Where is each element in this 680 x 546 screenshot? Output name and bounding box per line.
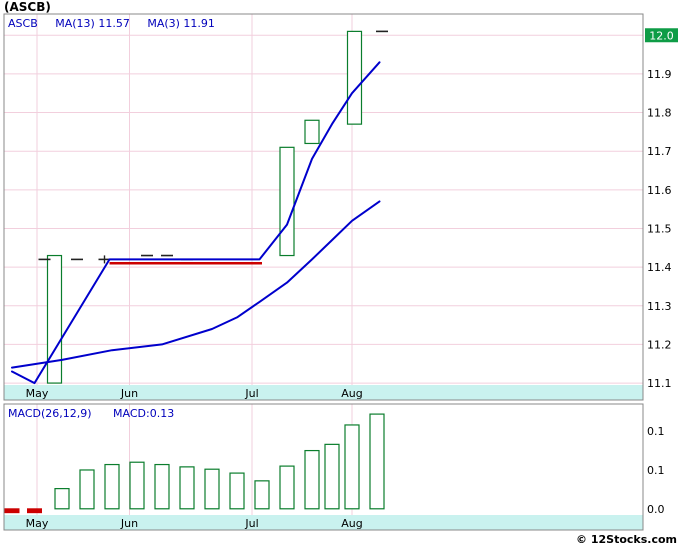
y-tick-label: 11.3: [647, 300, 672, 313]
y-tick-label: 11.6: [647, 184, 672, 197]
month-label: Jul: [244, 517, 258, 530]
y-tick-label: 0.0: [647, 503, 665, 516]
month-label: May: [26, 517, 49, 530]
legend-ma13: MA(13) 11.57: [55, 17, 130, 30]
month-label: Jun: [120, 517, 138, 530]
macd-bar: [229, 472, 245, 510]
y-tick-label: 0.1: [647, 425, 665, 438]
macd-value: MACD:0.13: [113, 407, 175, 420]
macd-bar: [129, 461, 145, 510]
macd-bar: [104, 463, 120, 510]
month-label: May: [26, 387, 49, 400]
macd-bar: [279, 465, 295, 510]
y-tick-label: 11.1: [647, 377, 672, 390]
month-label: Aug: [341, 517, 362, 530]
y-tick-label: 11.9: [647, 68, 672, 81]
month-label: Jun: [120, 387, 138, 400]
macd-bar: [304, 449, 320, 510]
macd-legend: MACD(26,12,9) MACD:0.13: [8, 407, 192, 420]
candle: [46, 254, 63, 384]
y-tick-label: 0.1: [647, 464, 665, 477]
x-axis-band: [4, 515, 643, 530]
price-legend: ASCB MA(13) 11.57 MA(3) 11.91: [8, 17, 229, 30]
candle: [304, 119, 320, 145]
y-tick-label: 11.5: [647, 222, 672, 235]
macd-bar-negative: [4, 508, 20, 514]
y-tick-label: 11.4: [647, 261, 672, 274]
macd-bar: [54, 488, 70, 510]
symbol-title: (ASCB): [4, 0, 51, 14]
macd-bar-negative: [27, 508, 42, 514]
y-tick-label: 11.7: [647, 145, 672, 158]
macd-bar: [324, 443, 340, 510]
x-axis-band: [4, 385, 643, 400]
macd-bar: [204, 468, 220, 510]
credit-text: © 12Stocks.com: [576, 533, 677, 546]
macd-bar: [79, 469, 95, 510]
y-tick-label: 11.8: [647, 107, 672, 120]
macd-bar: [369, 413, 385, 510]
last-price-marker: [645, 28, 678, 43]
y-tick-label: 11.2: [647, 338, 672, 351]
ma-line: [11, 200, 381, 369]
macd-bar: [254, 480, 270, 510]
macd-bar: [179, 466, 195, 510]
month-label: Jul: [244, 387, 258, 400]
candle: [279, 146, 295, 257]
candle: [346, 30, 363, 125]
macd-bar: [154, 463, 170, 510]
macd-panel-border: [3, 403, 644, 531]
ma-line: [11, 61, 381, 385]
month-label: Aug: [341, 387, 362, 400]
legend-symbol: ASCB: [8, 17, 38, 30]
legend-ma3: MA(3) 11.91: [147, 17, 215, 30]
macd-params: MACD(26,12,9): [8, 407, 92, 420]
price-panel-border: [3, 13, 644, 401]
macd-bar: [344, 424, 360, 510]
y-tick-label: 12.0: [649, 29, 674, 42]
